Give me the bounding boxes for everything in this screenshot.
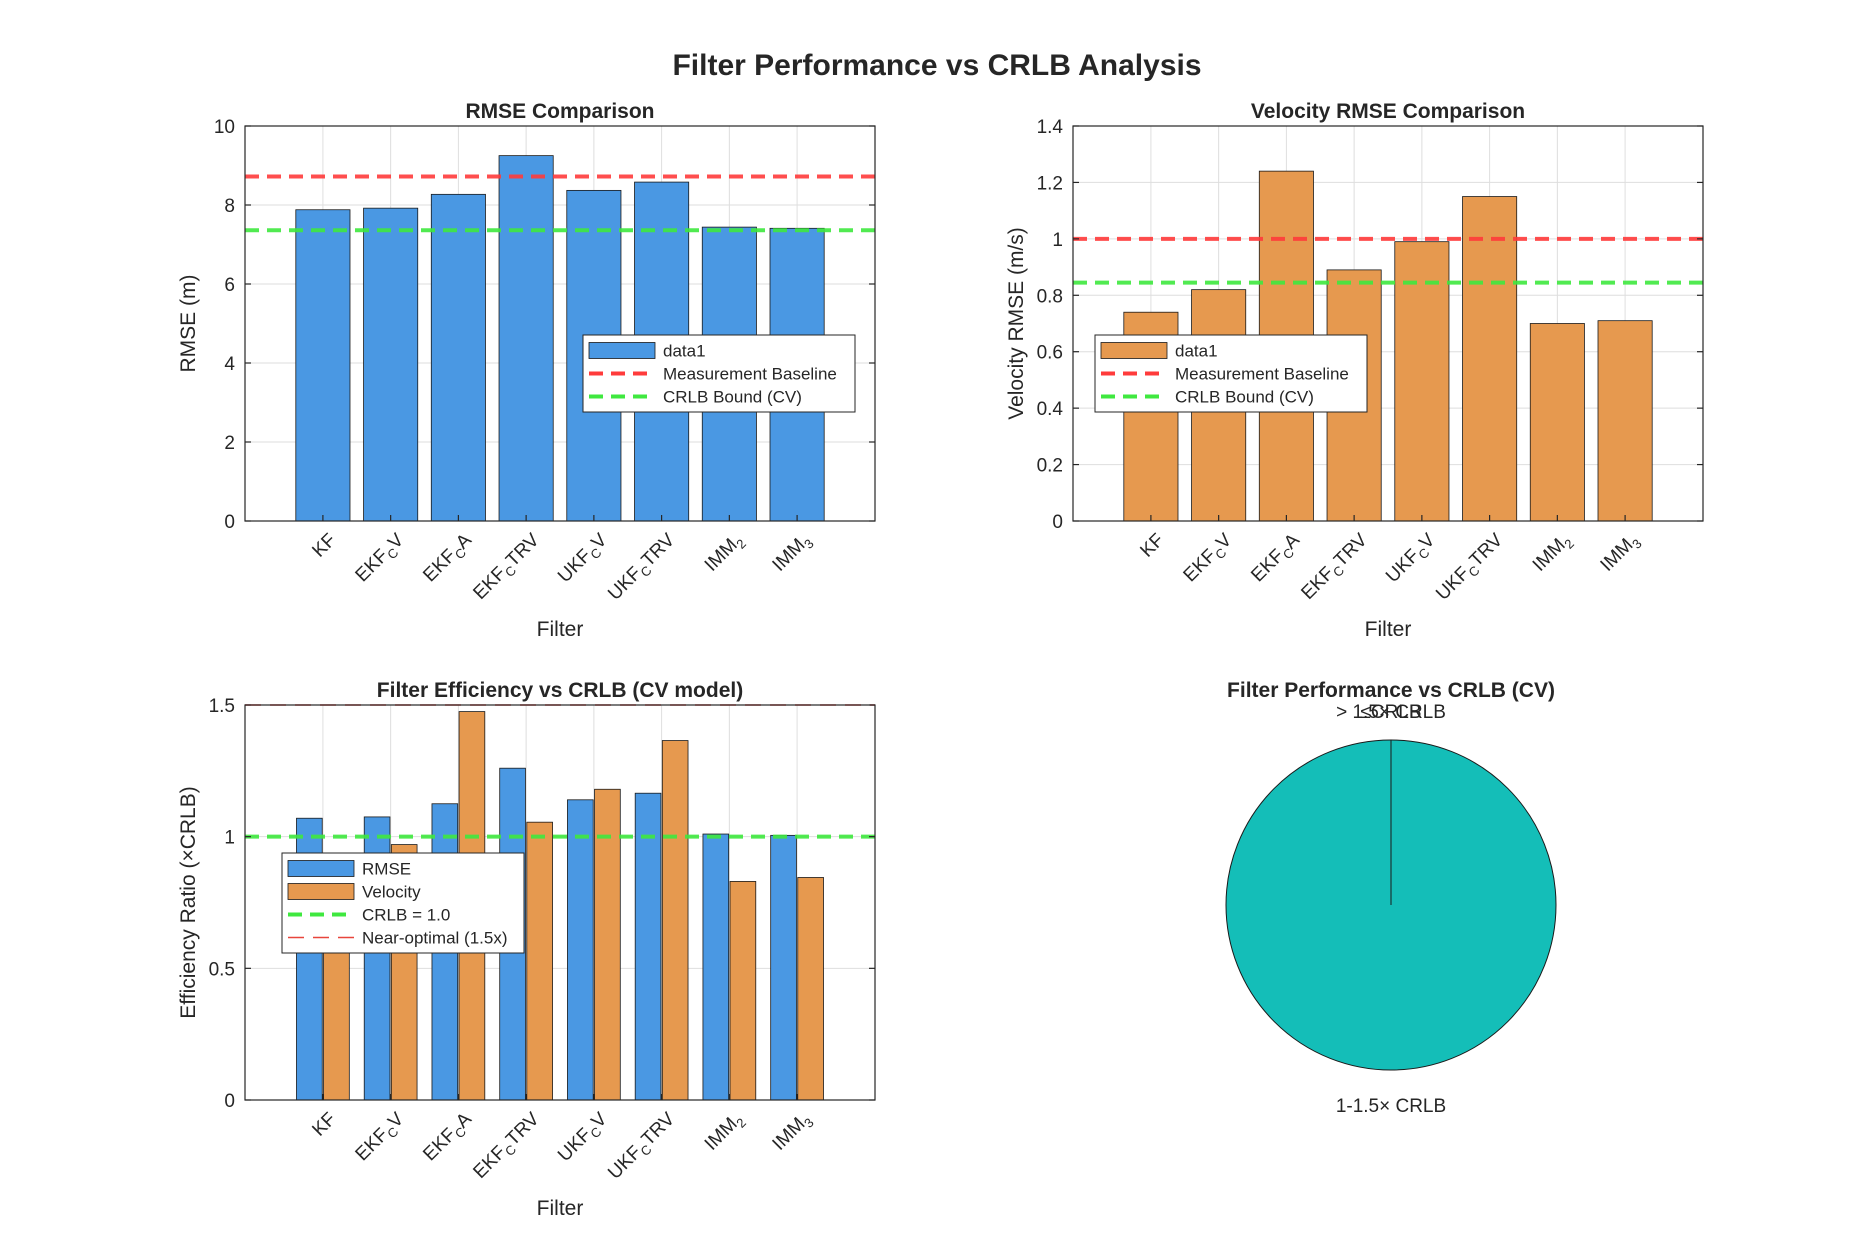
y-tick-label: 0.4 bbox=[1037, 399, 1064, 420]
bar-data1 bbox=[295, 209, 351, 522]
legend: RMSE Velocity CRLB = 1.0 Near-optimal (1.5x… bbox=[281, 852, 525, 954]
legend-swatch bbox=[287, 883, 355, 900]
pie-slice-label: 1-1.5× CRLB bbox=[1336, 1096, 1446, 1117]
legend: data1 Measurement Baseline CRLB Bound (CV) bbox=[582, 334, 856, 413]
legend-swatch bbox=[287, 860, 355, 877]
y-tick-label: 0.2 bbox=[1037, 456, 1063, 477]
legend-entry-label: Measurement Baseline bbox=[1175, 365, 1349, 384]
x-tick-label: KF bbox=[308, 530, 340, 562]
y-tick-label: 0 bbox=[224, 512, 235, 533]
x-tick-label: IMM2 bbox=[1529, 530, 1577, 578]
x-tick-label: EKFCV bbox=[352, 529, 411, 588]
legend: data1 Measurement Baseline CRLB Bound (CV) bbox=[1094, 334, 1368, 413]
y-tick-label: 1 bbox=[1052, 230, 1063, 251]
bar-data1 bbox=[1394, 241, 1450, 522]
bar-data1 bbox=[1529, 323, 1585, 522]
x-tick-label: IMM2 bbox=[701, 530, 749, 578]
y-tick-label: 0.5 bbox=[209, 959, 235, 980]
bar-data1 bbox=[498, 155, 554, 522]
y-axis-label: Efficiency Ratio (×CRLB) bbox=[177, 786, 200, 1018]
axes-frame bbox=[244, 704, 876, 1101]
y-tick-label: 8 bbox=[224, 196, 235, 217]
bar-data1 bbox=[1462, 196, 1518, 522]
y-tick-label: 0.6 bbox=[1037, 343, 1063, 364]
bar-data1 bbox=[363, 207, 419, 522]
bar-data1 bbox=[430, 193, 486, 522]
legend-entry-label: Measurement Baseline bbox=[663, 365, 837, 384]
y-tick-label: 10 bbox=[214, 117, 235, 138]
y-tick-label: 6 bbox=[224, 275, 235, 296]
x-axis-label: Filter bbox=[1365, 618, 1412, 641]
pie-slice-label: ≤CRLB bbox=[1360, 702, 1421, 723]
y-tick-label: 0 bbox=[1052, 512, 1063, 533]
y-tick-label: 1 bbox=[224, 828, 235, 849]
figure-suptitle: Filter Performance vs CRLB Analysis bbox=[672, 49, 1201, 82]
bar-velocity bbox=[526, 821, 553, 1101]
y-axis-label: RMSE (m) bbox=[177, 275, 200, 373]
bar-velocity bbox=[661, 740, 689, 1101]
x-tick-label: UKFCV bbox=[554, 529, 614, 589]
legend-entry-label: CRLB Bound (CV) bbox=[1175, 388, 1314, 407]
legend-entry-label: CRLB = 1.0 bbox=[362, 906, 450, 925]
bar-data1 bbox=[1597, 320, 1653, 522]
x-tick-label: KF bbox=[1136, 530, 1168, 562]
axes-frame bbox=[1072, 125, 1704, 522]
x-tick-label: KF bbox=[308, 1109, 340, 1141]
legend-entry-label: data1 bbox=[1175, 342, 1218, 361]
axes-title: RMSE Comparison bbox=[465, 100, 654, 123]
y-tick-label: 0.8 bbox=[1037, 286, 1063, 307]
axes-title: Velocity RMSE Comparison bbox=[1251, 100, 1525, 123]
legend-entry-label: CRLB Bound (CV) bbox=[663, 388, 802, 407]
legend-entry-label: RMSE bbox=[362, 860, 411, 879]
x-tick-label: EKFCV bbox=[352, 1108, 411, 1167]
x-tick-label: UKFCTRV bbox=[1432, 529, 1509, 606]
legend-entry-label: data1 bbox=[663, 342, 706, 361]
legend-entry-label: Velocity bbox=[362, 883, 421, 902]
x-tick-label: UKFCV bbox=[1382, 529, 1442, 589]
x-tick-label: UKFCTRV bbox=[604, 1108, 681, 1185]
pie-slice-label: > 1.5× CRLB bbox=[1336, 702, 1446, 723]
x-tick-label: UKFCV bbox=[554, 1108, 614, 1168]
bar-rmse bbox=[702, 833, 730, 1101]
x-tick-label: EKFCA bbox=[419, 529, 478, 588]
x-axis-label: Filter bbox=[537, 618, 584, 641]
x-tick-label: UKFCTRV bbox=[604, 529, 681, 606]
bar-velocity bbox=[594, 788, 621, 1101]
bar-rmse bbox=[567, 799, 594, 1101]
bar-velocity bbox=[797, 877, 824, 1101]
y-tick-label: 2 bbox=[224, 433, 235, 454]
bar-velocity bbox=[729, 881, 757, 1101]
x-tick-label: EKFCA bbox=[419, 1108, 478, 1167]
bar-rmse bbox=[770, 834, 797, 1101]
x-tick-label: EKFCA bbox=[1247, 529, 1306, 588]
legend-swatch bbox=[588, 342, 656, 359]
x-tick-label: IMM3 bbox=[769, 530, 817, 578]
x-tick-label: IMM3 bbox=[769, 1109, 817, 1157]
x-tick-label: EKFCV bbox=[1180, 529, 1239, 588]
axes-title: Filter Efficiency vs CRLB (CV model) bbox=[377, 679, 743, 702]
bar-rmse bbox=[634, 792, 662, 1101]
performance-pie-chart: Filter Performance vs CRLB (CV)≤CRLB 1-1.… bbox=[1225, 679, 1557, 1117]
x-tick-label: EKFCTRV bbox=[1297, 529, 1374, 606]
x-tick-label: EKFCTRV bbox=[469, 1108, 546, 1185]
y-axis-label: Velocity RMSE (m/s) bbox=[1005, 227, 1028, 420]
x-tick-label: IMM2 bbox=[701, 1109, 749, 1157]
legend-entry-label: Near-optimal (1.5x) bbox=[362, 929, 508, 948]
x-axis-label: Filter bbox=[537, 1197, 584, 1220]
axes-frame bbox=[244, 125, 876, 522]
y-tick-label: 1.5 bbox=[209, 696, 235, 717]
y-tick-label: 1.4 bbox=[1037, 117, 1064, 138]
axes-title: Filter Performance vs CRLB (CV) bbox=[1227, 679, 1555, 702]
x-tick-label: EKFCTRV bbox=[469, 529, 546, 606]
y-tick-label: 4 bbox=[224, 354, 235, 375]
legend-swatch bbox=[1100, 342, 1168, 359]
x-tick-label: IMM3 bbox=[1597, 530, 1645, 578]
y-tick-label: 0 bbox=[224, 1091, 235, 1112]
y-tick-label: 1.2 bbox=[1037, 173, 1063, 194]
